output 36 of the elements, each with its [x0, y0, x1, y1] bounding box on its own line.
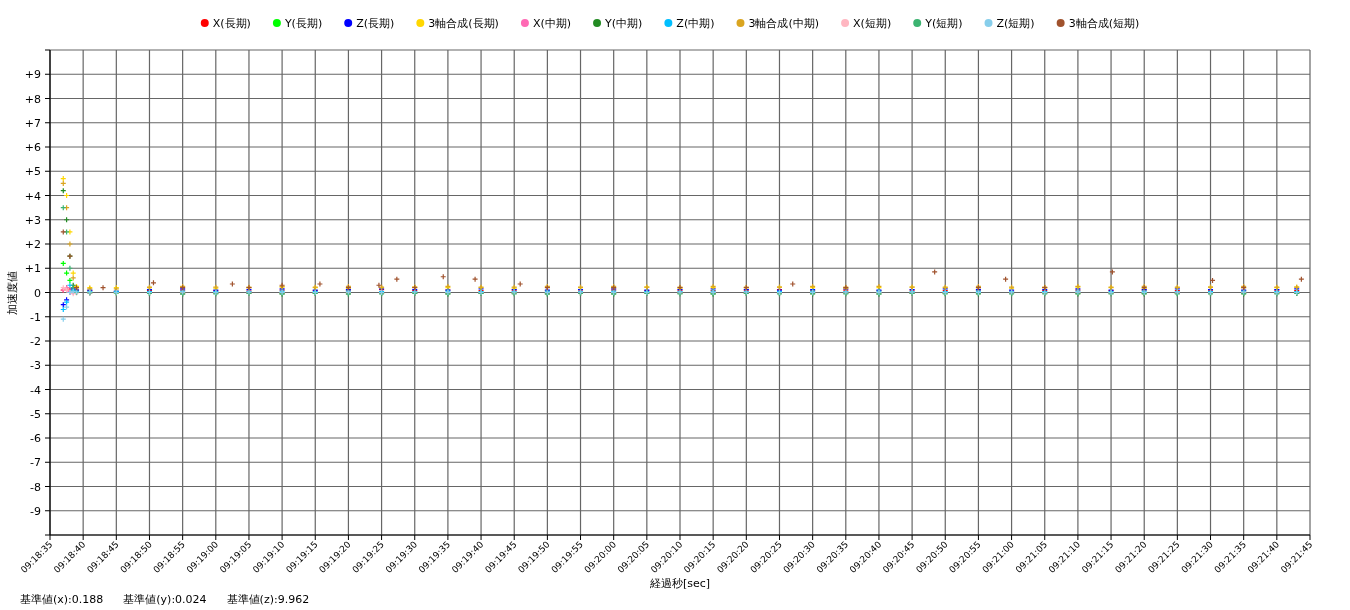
y-tick-label: -4 [30, 383, 41, 397]
x-axis-title: 経過秒[sec] [648, 577, 711, 590]
legend-label: 3軸合成(中期) [748, 17, 820, 30]
y-tick-label: +3 [24, 213, 41, 227]
legend-label: Y(短期) [924, 17, 963, 30]
y-tick-label: -3 [30, 359, 41, 373]
text: 基準値(z):9.962 [226, 593, 310, 606]
y-tick-label: +4 [24, 189, 41, 203]
y-axis-title: 加速度値 [6, 270, 19, 315]
y-tick-label: -7 [30, 456, 41, 470]
y-tick-label: -8 [30, 480, 41, 494]
legend-label: Z(中期) [676, 17, 715, 30]
legend-label: X(中期) [532, 17, 572, 30]
legend-label: 3軸合成(長期) [428, 17, 499, 30]
legend-label: 3軸合成(短期) [1068, 17, 1140, 30]
y-tick-label: -1 [30, 310, 41, 324]
y-tick-label: +5 [24, 165, 41, 179]
y-tick-label: +6 [24, 141, 41, 154]
y-tick-label: +1 [24, 262, 41, 276]
y-tick-label: -2 [30, 335, 41, 348]
legend-label: Z(短期) [996, 17, 1035, 30]
legend-label: Z(長期) [356, 17, 395, 30]
text: 基準値(y):0.024 [123, 593, 207, 606]
y-tick-label: +2 [24, 238, 41, 251]
legend-label: Y(中期) [604, 17, 643, 30]
y-tick-label: -6 [30, 432, 41, 445]
legend-label: Y(長期) [283, 17, 323, 30]
y-tick-label: 0 [34, 286, 41, 300]
text: 基準値(x):0.188 [20, 593, 104, 606]
y-tick-label: +7 [24, 116, 41, 130]
y-tick-label: -5 [30, 407, 41, 421]
y-tick-label: +8 [24, 92, 41, 106]
y-tick-label: +9 [24, 68, 41, 82]
y-tick-label: -9 [30, 504, 41, 518]
legend-label: X(長期) [212, 17, 251, 30]
legend-label: X(短期) [853, 17, 892, 30]
